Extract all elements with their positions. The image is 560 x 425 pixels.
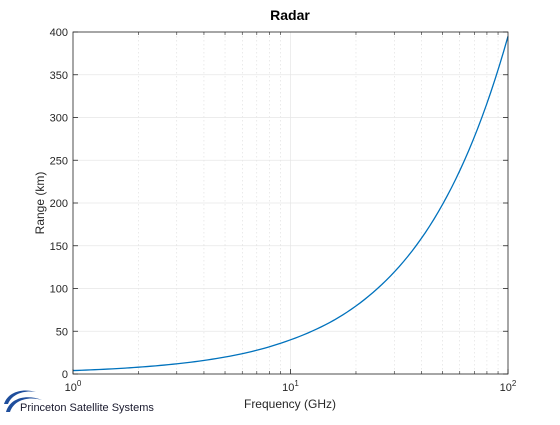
company-logo: Princeton Satellite Systems: [4, 390, 154, 414]
y-tick-label: 350: [50, 70, 68, 82]
axis-ticks: 100 101 102 0 50 100 150 200 250 300 350 400: [50, 27, 517, 394]
x-tick-label: 100: [65, 379, 82, 394]
y-axis-label: Range (km): [33, 172, 47, 235]
y-tick-label: 100: [50, 284, 68, 296]
y-tick-label: 150: [50, 241, 68, 253]
series-line: [72, 36, 509, 372]
y-tick-label: 50: [56, 326, 68, 338]
y-tick-label: 0: [62, 369, 68, 381]
series-group: [72, 36, 509, 372]
x-axis-label: Frequency (GHz): [244, 397, 336, 411]
y-tick-label: 250: [50, 155, 68, 167]
logo-text: Princeton Satellite Systems: [20, 402, 154, 414]
x-tick-label: 102: [500, 379, 517, 394]
swoosh-stroke: [6, 397, 42, 412]
y-tick-label: 200: [50, 198, 68, 210]
chart-title: Radar: [270, 7, 310, 23]
y-tick-label: 300: [50, 113, 68, 125]
x-tick-label: 101: [282, 379, 299, 394]
swoosh-icon: [4, 390, 42, 412]
y-tick-label: 400: [50, 27, 68, 39]
swoosh-stroke: [4, 390, 36, 404]
